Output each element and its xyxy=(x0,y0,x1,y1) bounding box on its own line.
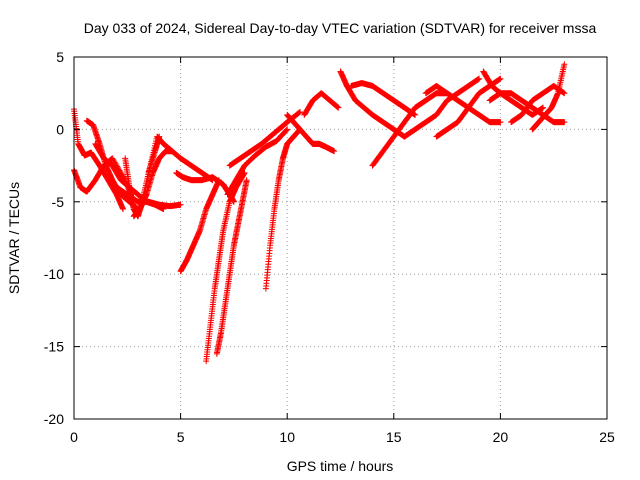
data-point xyxy=(296,109,303,116)
x-tick-label: 5 xyxy=(177,429,185,445)
x-tick-label: 20 xyxy=(493,429,509,445)
data-point xyxy=(177,201,184,208)
series-track-10 xyxy=(177,177,222,275)
data-points xyxy=(71,61,568,365)
series-track-12 xyxy=(213,177,250,357)
data-point xyxy=(283,127,290,134)
x-tick-label: 25 xyxy=(599,429,615,445)
y-tick-label: 0 xyxy=(56,121,64,137)
x-axis-label: GPS time / hours xyxy=(287,458,394,474)
x-tick-label: 10 xyxy=(279,429,295,445)
data-point xyxy=(215,177,222,184)
data-point xyxy=(561,90,568,97)
series-track-21 xyxy=(401,75,483,140)
x-tick-label: 15 xyxy=(386,429,402,445)
chart-title: Day 033 of 2024, Sidereal Day-to-day VTE… xyxy=(84,20,597,36)
data-point xyxy=(284,126,291,133)
data-point xyxy=(296,109,303,116)
series-track-23 xyxy=(433,75,504,140)
series-track-25 xyxy=(486,90,568,126)
series-track-27 xyxy=(529,61,568,133)
plot-frame xyxy=(73,56,608,420)
y-tick-label: -5 xyxy=(52,194,65,210)
data-point xyxy=(331,148,338,155)
data-point xyxy=(476,75,483,82)
y-tick-label: -10 xyxy=(44,266,64,282)
y-axis-label: SDTVAR / TECUs xyxy=(6,182,22,294)
data-point xyxy=(561,119,568,126)
y-tick-label: 5 xyxy=(56,49,64,65)
y-tick-label: -15 xyxy=(44,339,64,355)
series-track-13 xyxy=(224,126,291,198)
series-track-15 xyxy=(262,126,303,292)
data-point xyxy=(540,104,547,111)
series-track-11 xyxy=(203,169,248,365)
x-tick-label: 0 xyxy=(70,429,78,445)
data-point xyxy=(497,119,504,126)
data-point xyxy=(412,111,419,118)
series-track-16 xyxy=(284,111,338,155)
y-tick-label: -20 xyxy=(44,411,64,427)
data-point xyxy=(561,61,568,68)
data-point xyxy=(282,127,289,134)
data-point xyxy=(243,177,250,184)
series-track-17 xyxy=(301,90,342,118)
data-point xyxy=(335,104,342,111)
tick-layer: 0 5 10 15 20 25 -20 -15 -10 -5 0 5 xyxy=(44,49,615,445)
data-point xyxy=(120,206,127,213)
data-point xyxy=(497,75,504,82)
